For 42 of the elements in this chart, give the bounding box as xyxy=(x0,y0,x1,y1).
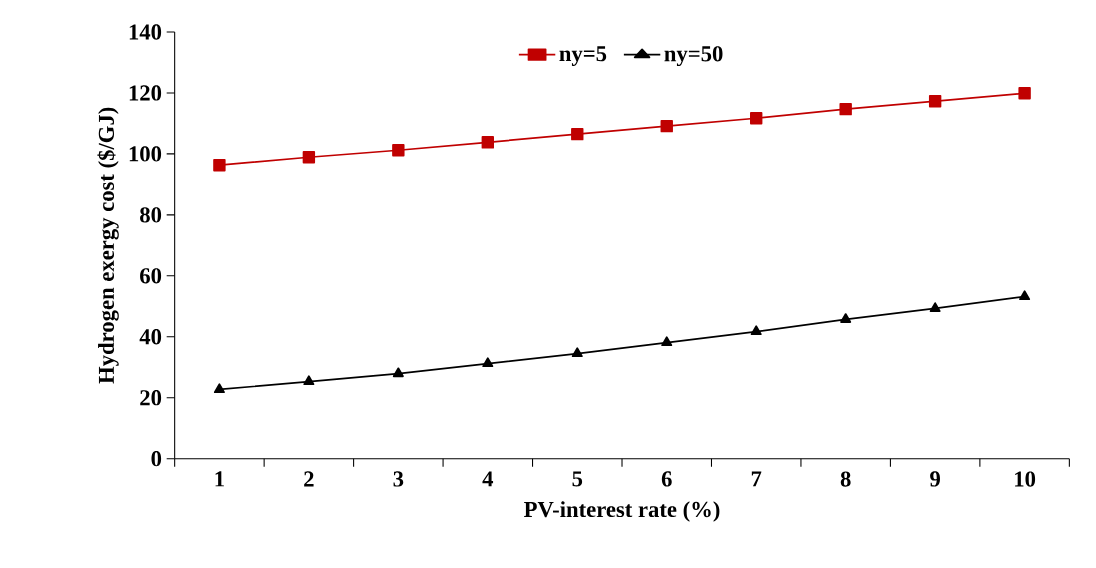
x-tick-label: 4 xyxy=(482,471,494,487)
point xyxy=(750,112,763,125)
y-tick-label: 120 xyxy=(129,85,162,101)
x-axis-title: PV-interest rate (%) xyxy=(524,501,720,522)
y-tick-label: 20 xyxy=(140,390,162,406)
point xyxy=(392,367,404,378)
point xyxy=(303,375,315,386)
point xyxy=(481,136,495,149)
point xyxy=(750,325,762,336)
point xyxy=(213,383,225,394)
x-tick-label: 6 xyxy=(661,471,672,487)
point xyxy=(929,302,941,312)
x-tick-label: 3 xyxy=(393,471,404,487)
x-tick-label: 9 xyxy=(930,471,940,487)
x-tick-label: 2 xyxy=(304,471,314,487)
point xyxy=(839,102,852,116)
x-tick-label: 8 xyxy=(840,471,851,487)
x-tick-label: 5 xyxy=(572,471,583,487)
point xyxy=(661,336,673,347)
point xyxy=(660,119,673,133)
point xyxy=(302,151,316,164)
point xyxy=(571,127,584,141)
y-tick-label: 100 xyxy=(129,146,162,162)
x-tick-label: 7 xyxy=(751,471,762,487)
point xyxy=(1019,290,1031,301)
point xyxy=(482,357,494,368)
point xyxy=(392,144,405,157)
point xyxy=(571,347,583,358)
y-tick-label: 60 xyxy=(140,268,162,284)
x-tick-label: 1 xyxy=(215,471,224,487)
y-axis-title: Hydrogen exergy cost ($/GJ) xyxy=(97,107,119,384)
y-tick-label: 140 xyxy=(129,24,162,40)
x-tick-label: 10 xyxy=(1015,471,1036,487)
legend-label: ny=5 xyxy=(559,46,607,66)
y-tick-label: 40 xyxy=(139,329,162,345)
legend-label: ny=50 xyxy=(664,46,723,67)
point xyxy=(840,313,852,323)
y-tick-label: 80 xyxy=(140,207,162,223)
point xyxy=(213,158,226,172)
point xyxy=(928,94,942,108)
y-tick-label: 0 xyxy=(151,451,162,467)
point xyxy=(1018,87,1031,100)
